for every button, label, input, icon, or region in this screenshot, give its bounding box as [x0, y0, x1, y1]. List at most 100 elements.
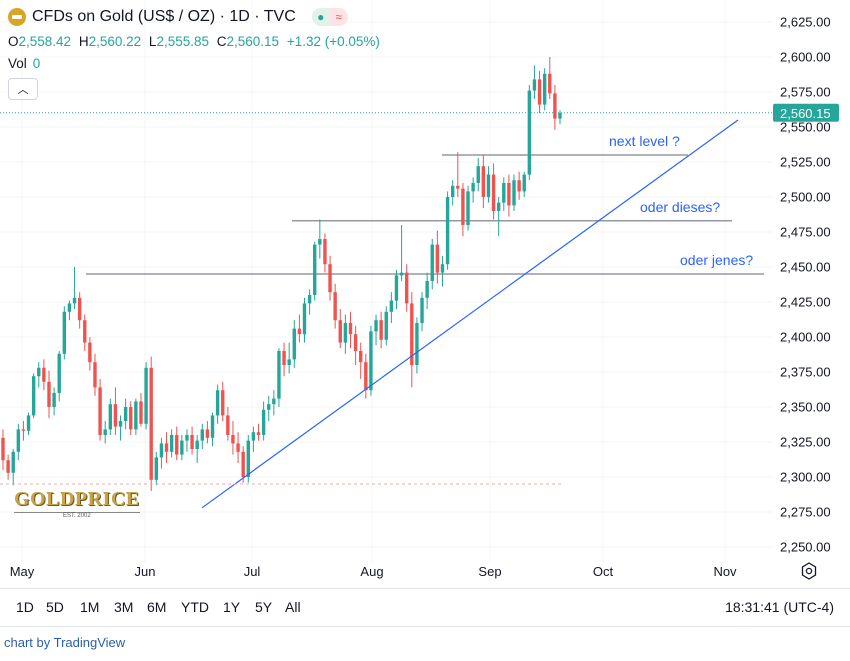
candle-body — [532, 79, 537, 91]
symbol-title[interactable]: CFDs on Gold (US$ / OZ) · 1D · TVC — [32, 8, 296, 25]
price-tick-label: 2,475.00 — [780, 225, 831, 240]
price-tick-label: 2,450.00 — [780, 260, 831, 275]
candle-body — [256, 432, 261, 435]
candle-body — [277, 351, 281, 399]
candle-body — [476, 166, 480, 183]
candle-body — [389, 300, 394, 312]
price-tick-label: 2,525.00 — [780, 155, 831, 170]
candle-body — [11, 451, 15, 473]
ohlc-readout: O2,558.42 H2,560.22 L2,555.85 C2,560.15 … — [8, 34, 384, 49]
candle-body — [348, 323, 353, 335]
candle-body — [261, 409, 266, 435]
level-label: next level ? — [609, 133, 680, 149]
tf-3m[interactable]: 3M — [114, 599, 134, 615]
candle-body — [527, 90, 532, 175]
candle-body — [272, 398, 276, 405]
candle-body — [67, 303, 72, 312]
candle-body — [195, 440, 199, 449]
candle-body — [496, 202, 501, 211]
tf-ytd[interactable]: YTD — [181, 599, 209, 615]
candle-body — [118, 421, 123, 427]
collapse-legend-button[interactable]: ︿ — [8, 78, 38, 100]
candle-body — [394, 275, 399, 301]
price-tick-label: 2,400.00 — [780, 330, 831, 345]
candle-body — [287, 359, 291, 365]
chevron-up-icon: ︿ — [17, 84, 29, 96]
candle-body — [231, 435, 235, 444]
gold-icon — [8, 8, 26, 26]
candle-body — [6, 460, 10, 473]
volume-value: 0 — [32, 56, 41, 71]
candle-body — [548, 73, 552, 94]
candle-body — [502, 183, 506, 203]
time-tick-label: Jun — [135, 564, 156, 579]
tf-all[interactable]: All — [285, 599, 301, 615]
candle-body — [282, 351, 286, 365]
candle-body — [103, 429, 107, 435]
candle-body — [456, 185, 460, 189]
time-tick-label: Oct — [593, 564, 614, 579]
candle-body — [450, 185, 455, 197]
candle-body — [1, 437, 5, 461]
time-axis: May Jun Jul Aug Sep Oct Nov — [10, 564, 737, 579]
candle-body — [425, 281, 429, 298]
candle-body — [558, 113, 562, 119]
tf-1m[interactable]: 1M — [80, 599, 100, 615]
candle-body — [338, 320, 342, 343]
price-tick-label: 2,575.00 — [780, 85, 831, 100]
price-tick-label: 2,550.00 — [780, 120, 831, 135]
candle-body — [93, 362, 97, 388]
price-tick-label: 2,275.00 — [780, 505, 831, 520]
candles — [1, 57, 562, 491]
close-value: 2,560.15 — [226, 34, 280, 49]
price-tick-label: 2,250.00 — [780, 540, 831, 555]
candle-body — [144, 367, 148, 424]
candle-body — [31, 376, 36, 416]
tf-5y[interactable]: 5Y — [255, 599, 273, 615]
candle-body — [461, 188, 465, 225]
tf-5d[interactable]: 5D — [46, 599, 64, 615]
candle-body — [26, 415, 31, 431]
level-label: oder jenes? — [680, 252, 753, 268]
candle-body — [404, 272, 409, 304]
timeframe-bar: 1D 5D 1M 3M 6M YTD 1Y 5Y All 18:31:41 (U… — [0, 588, 850, 625]
candle-body — [113, 404, 118, 427]
candle-body — [471, 183, 475, 192]
candle-body — [415, 323, 419, 365]
tf-6m[interactable]: 6M — [147, 599, 167, 615]
candle-body — [369, 331, 373, 391]
candle-body — [210, 415, 215, 438]
candle-body — [517, 180, 521, 192]
candle-body — [57, 353, 61, 393]
candle-body — [328, 264, 332, 293]
candle-body — [445, 197, 450, 265]
clock-timezone[interactable]: 18:31:41 (UTC-4) — [725, 599, 834, 615]
market-status-pill[interactable]: ● ≈ — [311, 8, 348, 26]
candle-body — [399, 272, 404, 276]
candle-body — [297, 328, 302, 335]
level-lines: next level ? oder dieses? oder jenes? — [86, 133, 764, 275]
candle-body — [164, 443, 169, 452]
candle-body — [430, 244, 434, 281]
candle-body — [410, 303, 414, 365]
settings-icon[interactable] — [800, 562, 818, 580]
credit-link[interactable]: chart by TradingView — [4, 635, 126, 650]
open-value: 2,558.42 — [18, 34, 72, 49]
candle-body — [359, 351, 363, 363]
candle-body — [169, 435, 174, 452]
candle-body — [537, 79, 542, 105]
time-tick-label: Aug — [360, 564, 383, 579]
candle-body — [52, 393, 56, 407]
candle-body — [512, 180, 516, 206]
volume-readout: Vol 0 — [8, 56, 40, 71]
candle-body — [420, 297, 424, 323]
candle-body — [323, 239, 327, 265]
candle-body — [62, 311, 67, 354]
change-value: +1.32 (+0.05%) — [286, 34, 380, 49]
tf-1d[interactable]: 1D — [16, 599, 34, 615]
tf-1y[interactable]: 1Y — [223, 599, 241, 615]
candle-body — [47, 381, 51, 407]
candle-body — [374, 320, 378, 332]
candle-body — [507, 183, 511, 206]
price-chart[interactable]: next level ? oder dieses? oder jenes? 2,56… — [0, 0, 850, 588]
